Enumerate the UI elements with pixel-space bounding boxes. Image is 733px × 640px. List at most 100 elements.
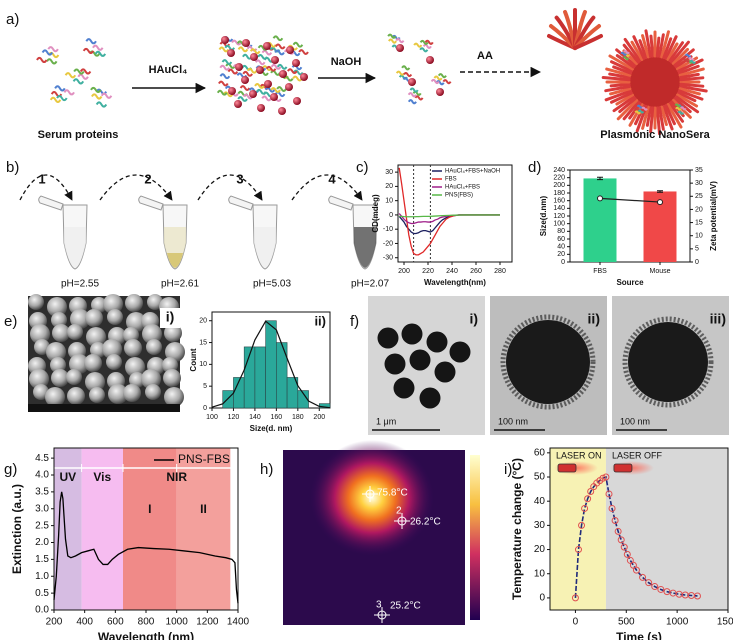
protein-strand [675, 106, 682, 111]
protein-strand [94, 50, 107, 57]
sem-particle [125, 357, 145, 377]
protein-strand [237, 46, 249, 53]
sem-particle [107, 309, 123, 325]
protein-strand [36, 56, 48, 64]
legend-label: PNS-FBS [178, 452, 230, 466]
protein-strand [265, 65, 277, 72]
protein-strand [634, 110, 642, 115]
gold-particle [234, 100, 242, 108]
sem-particle [91, 297, 107, 313]
protein-strand [637, 109, 645, 114]
y-tick-label: 0.0 [35, 605, 49, 616]
x-tick-label: 0 [573, 617, 579, 628]
data-point [626, 556, 634, 564]
x-tick-label: 1500 [717, 617, 733, 628]
nanosera-spike [677, 89, 704, 101]
ph-label: pH=2.61 [161, 279, 200, 290]
protein-strand [414, 95, 424, 101]
x-tick-label: 1200 [196, 617, 219, 628]
protein-strand [216, 89, 228, 96]
nanosera-spike [644, 29, 652, 58]
y-tick-label: -10 [383, 226, 393, 233]
y-tick-label: 100 [553, 221, 565, 228]
protein-strand [85, 38, 97, 45]
y2-tick-label: 25 [695, 193, 703, 200]
y-tick-label: 4.5 [35, 453, 49, 464]
nanosera-spike [622, 43, 640, 64]
plot-frame [549, 447, 729, 611]
y2-tick-label: 5 [695, 246, 699, 253]
y-tick-label: 30 [385, 169, 393, 176]
x-tick-label: 200 [398, 268, 410, 275]
gold-particle [292, 59, 300, 67]
protein-strand [227, 68, 239, 75]
y2-tick-label: 30 [695, 180, 703, 187]
y-tick-label: 50 [534, 472, 546, 483]
sem-particle [84, 354, 102, 372]
tube [328, 195, 378, 270]
y-tick-label: 60 [557, 236, 565, 243]
tem-particle [426, 331, 448, 353]
chart: LASER ON LASER OFF 0 10 20 30 40 50 60 0 500 1000 15… [510, 447, 733, 640]
x-tick-label: 220 [422, 268, 434, 275]
gold-particle [300, 73, 308, 81]
gold-particle [241, 76, 249, 84]
chart: 0 5 10 15 20 100 120 140 160 180 200 Size(d. nm) Cou… [189, 311, 331, 433]
protein-strand [270, 63, 282, 70]
nanosera-spike [664, 35, 678, 60]
region-label: I [148, 502, 151, 516]
protein-strand [620, 51, 627, 56]
protein-strand [680, 106, 687, 111]
x-axis-label: Source [616, 278, 644, 287]
protein-strand [95, 101, 108, 108]
protein-strand [419, 47, 429, 53]
sem-particle [124, 339, 142, 357]
nanosera-spike [649, 34, 655, 58]
tube-tint [167, 253, 183, 268]
tube [228, 195, 278, 270]
protein-strand [254, 59, 266, 66]
nanosera-spike [609, 87, 632, 96]
data-point [578, 521, 586, 529]
protein-strand [433, 75, 443, 81]
protein-strand [49, 96, 62, 103]
protein-strand [91, 93, 103, 100]
x-tick-label: Mouse [649, 268, 670, 275]
data-point [599, 474, 607, 482]
data-point [574, 546, 582, 554]
y-tick-label: 20 [557, 251, 565, 258]
sem-particle [52, 324, 70, 342]
x-tick-label: 1000 [166, 617, 189, 628]
x-tick-label: 200 [46, 617, 63, 628]
panel-label: h) [260, 461, 273, 478]
y-axis-label: Temperature change (°C) [510, 458, 524, 600]
x-axis-label: Wavelength (nm) [98, 630, 194, 640]
sem-particle [164, 387, 184, 407]
x-tick-label: 160 [271, 414, 283, 421]
x-axis-label: Wavelength(nm) [424, 278, 486, 287]
region [176, 448, 231, 610]
gold-particle [270, 93, 278, 101]
y-tick-label: -30 [383, 255, 393, 262]
nanosera-spike [658, 106, 665, 131]
y-tick-label: 20 [534, 544, 546, 555]
nanosera-spike [608, 54, 634, 71]
histogram-bar [254, 346, 266, 409]
y-tick-label: 30 [534, 520, 546, 531]
coral-branch [573, 34, 603, 50]
reagent: AA [477, 50, 493, 62]
sem-particle [141, 369, 161, 389]
y-tick-label: 2.5 [35, 520, 49, 531]
tube-cap [328, 195, 354, 211]
sem-particle [106, 354, 122, 370]
panel-label: g) [4, 461, 17, 478]
data-line [399, 214, 500, 218]
nanosera-spike [668, 101, 685, 123]
tem-particle [377, 327, 399, 349]
data-point [623, 550, 631, 558]
region [123, 448, 177, 610]
data-point [602, 473, 610, 481]
protein-strand [688, 56, 695, 61]
y-tick-label: 0 [539, 593, 545, 604]
